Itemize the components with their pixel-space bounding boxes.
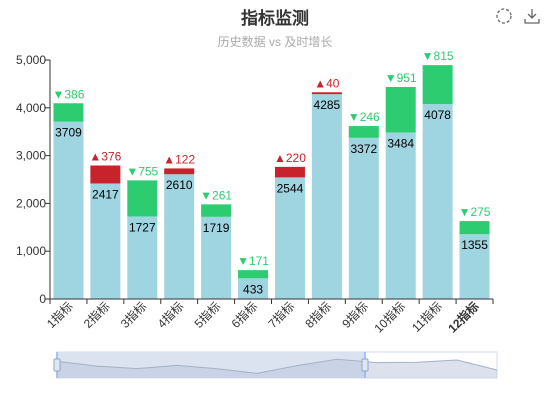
bar-base <box>348 137 379 299</box>
y-tick-label: 3,000 <box>16 149 46 163</box>
x-category-label: 11指标 <box>408 299 444 335</box>
x-category-label: 6指标 <box>228 299 260 331</box>
bar-change-label: ▼261 <box>200 188 232 202</box>
bar-decrease <box>348 126 379 138</box>
bar-change-label: ▼755 <box>126 164 158 178</box>
bar-base-label: 3484 <box>387 136 414 150</box>
bar-change-label: ▲376 <box>89 149 121 163</box>
bar-decrease <box>127 180 158 217</box>
bar-base <box>201 216 232 299</box>
x-category-label: 4指标 <box>154 299 186 331</box>
bar-base <box>90 183 121 299</box>
bar-increase <box>274 166 305 178</box>
bar-base-label: 2544 <box>277 181 304 195</box>
chart-title: 指标监测 <box>241 9 309 28</box>
toolbox <box>494 6 542 26</box>
bar-increase <box>90 165 121 184</box>
bar-base-label: 4078 <box>424 108 451 122</box>
bar-base-label: 2417 <box>92 187 119 201</box>
save-as-image-icon[interactable] <box>522 6 542 26</box>
bar-change-label: ▲122 <box>163 152 195 166</box>
x-axis: 1指标 2指标 3指标 4指标 5指标 6指标 7指标 8指标 9指标 10指标 11指标 12指标 <box>43 298 494 336</box>
bar-change-label: ▼815 <box>422 49 454 63</box>
bar-base-label: 1727 <box>129 220 156 234</box>
x-category-label: 3指标 <box>117 299 149 331</box>
bar-base <box>274 177 305 299</box>
y-tick-label: 1,000 <box>16 244 46 258</box>
bar-decrease <box>238 270 269 279</box>
bar-base <box>53 121 84 299</box>
x-category-label: 9指标 <box>339 299 371 331</box>
bar-base <box>164 174 195 299</box>
bars-layer: 3709 ▼386 2417 ▲376 1727 ▼755 2610 ▲122 1719 ▼261… <box>53 49 491 300</box>
x-category-label: 8指标 <box>302 299 334 331</box>
bar-change-label: ▼171 <box>237 254 269 268</box>
bar-base-label: 3372 <box>350 142 377 156</box>
y-tick-label: 0 <box>39 292 46 306</box>
datazoom-right-handle[interactable] <box>361 358 369 372</box>
bar-change-label: ▼951 <box>385 71 417 85</box>
y-tick-label: 2,000 <box>16 196 46 210</box>
bar-change-label: ▼246 <box>348 110 380 124</box>
bar-change-label: ▼386 <box>53 87 85 101</box>
x-category-label: 12指标 <box>445 299 482 336</box>
datazoom-preview-area <box>57 359 497 378</box>
datazoom-preview-line <box>56 358 498 374</box>
bar-base-label: 3709 <box>55 126 82 140</box>
chart-subtitle: 历史数据 vs 及时增长 <box>217 35 333 49</box>
x-category-label: 2指标 <box>80 299 112 331</box>
bar-base <box>127 216 158 299</box>
datazoom-left-handle[interactable] <box>53 358 61 372</box>
bar-base-label: 4285 <box>314 98 341 112</box>
x-category-label: 5指标 <box>191 299 223 331</box>
bar-base <box>385 132 416 299</box>
restore-icon[interactable] <box>494 6 514 26</box>
x-category-label: 7指标 <box>265 299 297 331</box>
bar-change-label: ▲40 <box>314 76 340 90</box>
x-category-label: 10指标 <box>371 299 408 336</box>
bar-change-label: ▼275 <box>459 205 491 219</box>
bar-base-label: 1355 <box>461 238 488 252</box>
bar-base <box>422 104 453 300</box>
bar-change-label: ▲220 <box>274 151 306 165</box>
bar-decrease <box>53 103 84 122</box>
y-axis: 0 1,000 2,000 3,000 4,000 5,000 <box>16 53 51 306</box>
bar-decrease <box>201 204 232 217</box>
y-tick-label: 4,000 <box>16 101 46 115</box>
bar-base <box>311 94 342 299</box>
bar-base-label: 2610 <box>166 178 193 192</box>
bar-increase <box>164 168 195 175</box>
x-category-label: 1指标 <box>43 299 75 331</box>
datazoom-slider[interactable] <box>53 351 498 379</box>
bar-decrease <box>459 221 490 235</box>
bar-base-label: 1719 <box>203 221 230 235</box>
bar-decrease <box>385 87 416 133</box>
bar-decrease <box>422 65 453 105</box>
bar-base <box>459 234 490 299</box>
y-tick-label: 5,000 <box>16 53 46 67</box>
bar-base <box>238 278 269 299</box>
bar-increase <box>311 92 342 95</box>
bar-base-label: 433 <box>243 282 263 296</box>
